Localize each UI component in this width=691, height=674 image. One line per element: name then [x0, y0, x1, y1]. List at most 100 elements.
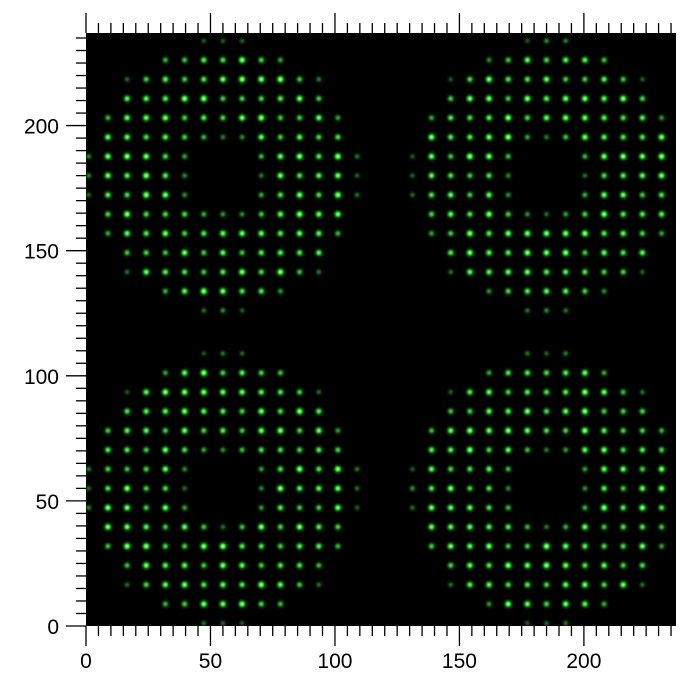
- spot: [159, 462, 172, 476]
- spot: [482, 424, 496, 437]
- spot: [216, 559, 230, 572]
- spot: [407, 189, 418, 201]
- spot: [255, 386, 268, 399]
- spot: [559, 131, 572, 143]
- spot: [121, 131, 134, 144]
- spot: [444, 559, 457, 572]
- spot: [255, 111, 268, 125]
- spot: [617, 462, 630, 476]
- spot: [463, 424, 477, 437]
- spot: [197, 284, 211, 298]
- spot: [656, 227, 668, 239]
- spot: [140, 265, 153, 279]
- spot: [140, 482, 152, 495]
- spot: [502, 92, 514, 105]
- spot: [541, 208, 552, 220]
- spot: [482, 130, 496, 144]
- spot: [617, 521, 630, 533]
- spot: [179, 483, 190, 494]
- spot: [559, 597, 572, 611]
- spot: [159, 92, 172, 105]
- spot: [255, 366, 268, 379]
- spot: [255, 208, 268, 220]
- spot: [197, 227, 210, 240]
- spot: [501, 130, 515, 144]
- spot: [559, 386, 572, 399]
- spot: [463, 208, 476, 221]
- spot: [235, 111, 249, 124]
- spot: [351, 483, 363, 494]
- spot: [312, 443, 325, 456]
- spot: [425, 150, 438, 163]
- spot: [598, 54, 610, 66]
- spot: [235, 265, 249, 279]
- spot: [482, 207, 496, 221]
- spot: [559, 92, 572, 105]
- spot: [559, 53, 572, 67]
- axis-ticks: [66, 13, 672, 646]
- spot: [236, 131, 248, 143]
- spot: [159, 131, 172, 144]
- spot-cluster-4: [407, 348, 676, 626]
- spot: [236, 618, 248, 626]
- spot: [351, 189, 363, 201]
- spot: [560, 348, 571, 359]
- spot: [159, 482, 172, 495]
- spot: [598, 482, 611, 495]
- spot: [463, 578, 476, 591]
- spot: [293, 520, 306, 534]
- spot: [444, 169, 457, 182]
- spot: [655, 208, 668, 221]
- spot: [312, 520, 325, 533]
- spot: [482, 92, 496, 105]
- spot: [463, 386, 476, 399]
- spot: [578, 443, 591, 456]
- spot: [578, 405, 592, 418]
- spot: [274, 444, 287, 456]
- spot: [560, 617, 571, 626]
- spot: [617, 246, 630, 259]
- spot: [217, 618, 229, 626]
- spot: [444, 246, 457, 259]
- spot: [255, 189, 267, 201]
- spot: [445, 386, 456, 398]
- spot: [140, 208, 153, 221]
- spot: [121, 169, 134, 182]
- spot: [482, 246, 496, 259]
- x-tick-label: 100: [317, 650, 352, 673]
- spot: [501, 597, 515, 611]
- spot: [464, 169, 476, 182]
- spot: [655, 482, 668, 495]
- spot: [102, 540, 114, 552]
- spot: [521, 265, 534, 279]
- spot: [617, 188, 630, 202]
- spot: [559, 559, 572, 572]
- spot: [178, 405, 191, 418]
- spot: [216, 266, 229, 278]
- spot: [521, 405, 534, 418]
- spot: [101, 169, 115, 182]
- spot: [274, 169, 287, 182]
- spot: [560, 444, 572, 456]
- y-tick-label: 150: [24, 241, 59, 264]
- spot: [216, 539, 230, 553]
- spot: [178, 246, 191, 259]
- spot: [197, 385, 211, 399]
- spot: [521, 597, 534, 611]
- spot: [178, 92, 191, 105]
- spot: [464, 111, 476, 124]
- spot: [178, 73, 191, 86]
- spot: [579, 189, 591, 201]
- spot: [655, 130, 668, 144]
- spot: [579, 463, 591, 475]
- spot: [255, 405, 268, 418]
- spot: [444, 208, 457, 221]
- spot: [636, 169, 649, 182]
- spot: [351, 463, 363, 475]
- spot: [425, 520, 438, 534]
- spot: [540, 92, 553, 105]
- spot: [159, 578, 172, 591]
- spot-cluster-2: [407, 35, 676, 316]
- spot: [197, 92, 211, 105]
- spot: [293, 246, 306, 259]
